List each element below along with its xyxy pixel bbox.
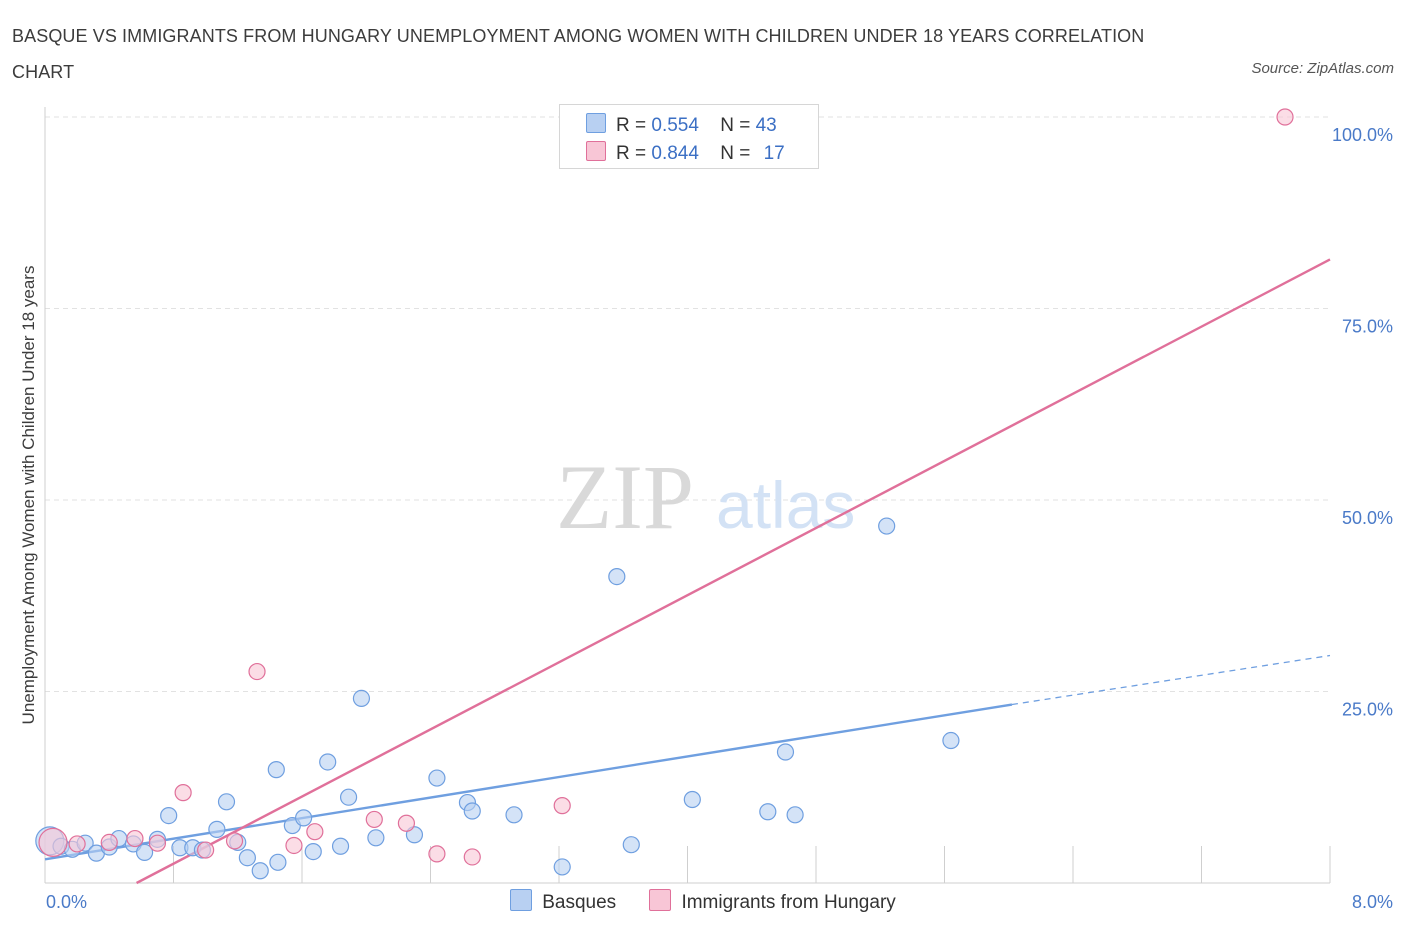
basques-point: [217, 793, 236, 811]
basques-point: [505, 806, 523, 824]
axes: [44, 107, 1331, 884]
watermark-atlas: atlas: [716, 468, 855, 542]
basques-point: [238, 849, 256, 867]
basques-point: [160, 806, 178, 825]
hungary-point: [1276, 108, 1294, 126]
basques-point: [608, 567, 626, 586]
basques-point: [319, 753, 337, 771]
legend-swatch-hungary: [586, 141, 606, 161]
basques-point: [304, 842, 322, 861]
watermark-zip: ZIP: [556, 446, 694, 548]
hungary-point: [197, 841, 215, 859]
basques-point: [208, 820, 226, 838]
hungary-point: [126, 829, 144, 848]
legend-swatch-basques: [586, 113, 606, 133]
basques-point: [878, 517, 896, 535]
series-legend: Basques Immigrants from Hungary: [0, 889, 1406, 914]
hungary-point: [38, 827, 68, 858]
y-tick-label: 25.0%: [1342, 700, 1393, 720]
chart-title: BASQUE VS IMMIGRANTS FROM HUNGARY UNEMPL…: [12, 26, 1145, 82]
trend-lines: [44, 258, 1331, 885]
legend-n-label: N =: [720, 115, 751, 136]
y-tick-label: 100.0%: [1332, 125, 1393, 145]
x-tick-label-min: 0.0%: [46, 892, 87, 912]
legend-n-label: N =: [720, 143, 751, 164]
y-axis-label: Unemployment Among Women with Children U…: [19, 266, 38, 725]
hungary-point: [174, 784, 192, 802]
hungary-point: [285, 836, 303, 855]
legend-r-label: R =: [616, 143, 647, 164]
basques-point: [759, 803, 777, 821]
basques-point: [339, 788, 358, 806]
hungary-point: [428, 845, 446, 863]
gridlines: [45, 116, 1330, 692]
basques-point: [942, 731, 960, 750]
hungary-point: [553, 797, 571, 815]
basques-trend-extension: [1011, 654, 1331, 706]
basques-point: [786, 806, 804, 824]
legend-item-basques[interactable]: Basques: [510, 889, 616, 914]
basques-point: [428, 769, 446, 787]
legend-label-hungary: Immigrants from Hungary: [681, 892, 896, 913]
y-tick-label: 75.0%: [1342, 317, 1393, 337]
legend-swatch-basques: [510, 889, 533, 911]
hungary-point: [306, 823, 324, 841]
legend-n-value-basques: 43: [755, 115, 777, 136]
legend-item-hungary[interactable]: Immigrants from Hungary: [649, 889, 896, 914]
legend-r-value-hungary: 0.844: [651, 143, 699, 164]
x-tick-labels: 0.0% 8.0%: [46, 892, 1393, 912]
hungary-point: [248, 662, 266, 681]
legend-r-value-basques: 0.554: [651, 115, 699, 136]
basques-point: [622, 836, 640, 854]
hungary-trend-line: [136, 258, 1331, 885]
y-tick-labels: 25.0% 50.0% 75.0% 100.0%: [1332, 125, 1393, 720]
basques-point: [352, 689, 371, 707]
hungary-point: [68, 835, 86, 853]
basques-point: [295, 809, 313, 827]
basques-point: [269, 853, 287, 871]
data-points: [35, 108, 1294, 880]
legend-row-hungary: R = 0.844 N = 17: [586, 141, 785, 167]
legend-n-value-hungary: 17: [763, 143, 785, 164]
basques-point: [553, 858, 571, 876]
basques-point: [463, 802, 481, 820]
chart-source: Source: ZipAtlas.com: [1251, 60, 1394, 77]
y-tick-label: 50.0%: [1342, 508, 1393, 528]
hungary-point: [100, 833, 118, 852]
basques-trend-line: [44, 703, 1013, 861]
basques-point: [331, 837, 350, 855]
hungary-point: [148, 834, 167, 852]
basques-point: [267, 761, 285, 779]
legend-row-basques: R = 0.554 N = 43: [586, 113, 777, 139]
hungary-point: [365, 810, 383, 829]
watermark: ZIP atlas: [556, 446, 855, 548]
basques-point: [683, 790, 701, 809]
legend-r-label: R =: [616, 115, 647, 136]
basques-point: [776, 743, 795, 761]
basques-point: [367, 829, 385, 847]
basques-point: [135, 843, 154, 861]
hungary-point: [225, 832, 244, 850]
legend-label-basques: Basques: [542, 892, 617, 913]
x-tick-label-max: 8.0%: [1352, 892, 1393, 912]
correlation-legend: R = 0.554 N = 43 R = 0.844 N = 17: [559, 104, 819, 169]
hungary-point: [397, 814, 416, 832]
basques-point: [251, 862, 269, 880]
legend-swatch-hungary: [649, 889, 672, 911]
hungary-point: [463, 848, 481, 866]
